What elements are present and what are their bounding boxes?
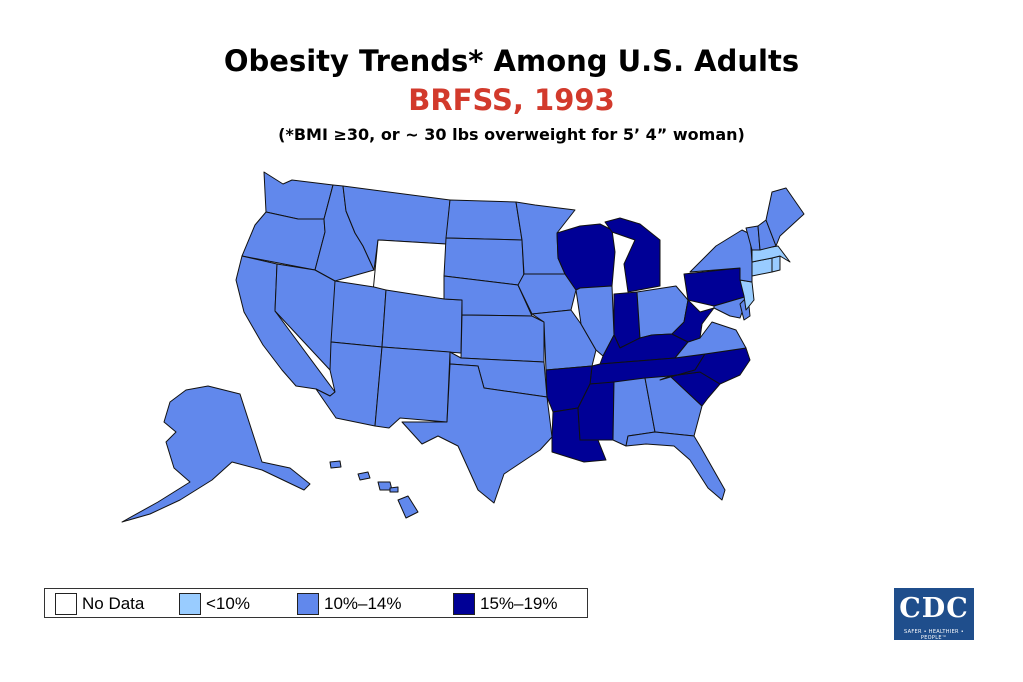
cdc-logo-tagline: SAFER • HEALTHIER • PEOPLE™ [904, 629, 964, 641]
state-HI-kauai [329, 460, 342, 469]
state-NM [374, 346, 451, 429]
state-WA [263, 171, 334, 220]
state-WV [671, 299, 715, 343]
state-UT [330, 280, 387, 348]
state-MD [713, 295, 749, 319]
map-subtitle: BRFSS, 1993 [408, 83, 615, 117]
legend: No Data <10% 10%–14% 15%–19% [44, 588, 588, 618]
legend-label-15-19: 15%–19% [480, 594, 558, 613]
legend-item-no-data: No Data [55, 592, 144, 616]
legend-label-10-14: 10%–14% [324, 594, 402, 613]
map-note: (*BMI ≥30, or ~ 30 lbs overweight for 5’… [278, 125, 745, 144]
map-title: Obesity Trends* Among U.S. Adults [223, 44, 800, 78]
legend-item-10-14: 10%–14% [297, 592, 402, 616]
legend-item-15-19: 15%–19% [453, 592, 558, 616]
state-ME [765, 187, 805, 247]
state-FL [625, 431, 726, 501]
legend-item-lt10: <10% [179, 592, 250, 616]
legend-swatch-10-14 [297, 593, 319, 615]
state-HI-oahu [357, 471, 371, 481]
state-AK [121, 385, 311, 523]
legend-label-no-data: No Data [82, 594, 145, 613]
state-IL [575, 285, 615, 357]
state-HI-molokai [389, 486, 399, 493]
state-TX [401, 363, 553, 504]
cdc-logo: CDC SAFER • HEALTHIER • PEOPLE™ [894, 588, 974, 641]
state-MI [604, 217, 661, 293]
state-GA [644, 375, 703, 437]
state-HI [397, 495, 419, 519]
legend-swatch-lt10 [179, 593, 201, 615]
legend-swatch-no-data [55, 593, 77, 615]
state-ND [445, 199, 523, 241]
state-KS [460, 314, 545, 363]
state-NC [659, 347, 751, 385]
legend-swatch-15-19 [453, 593, 475, 615]
state-MO [531, 309, 597, 371]
state-RI [771, 255, 781, 273]
legend-label-lt10: <10% [206, 594, 250, 613]
cdc-logo-text: CDC [899, 593, 969, 624]
